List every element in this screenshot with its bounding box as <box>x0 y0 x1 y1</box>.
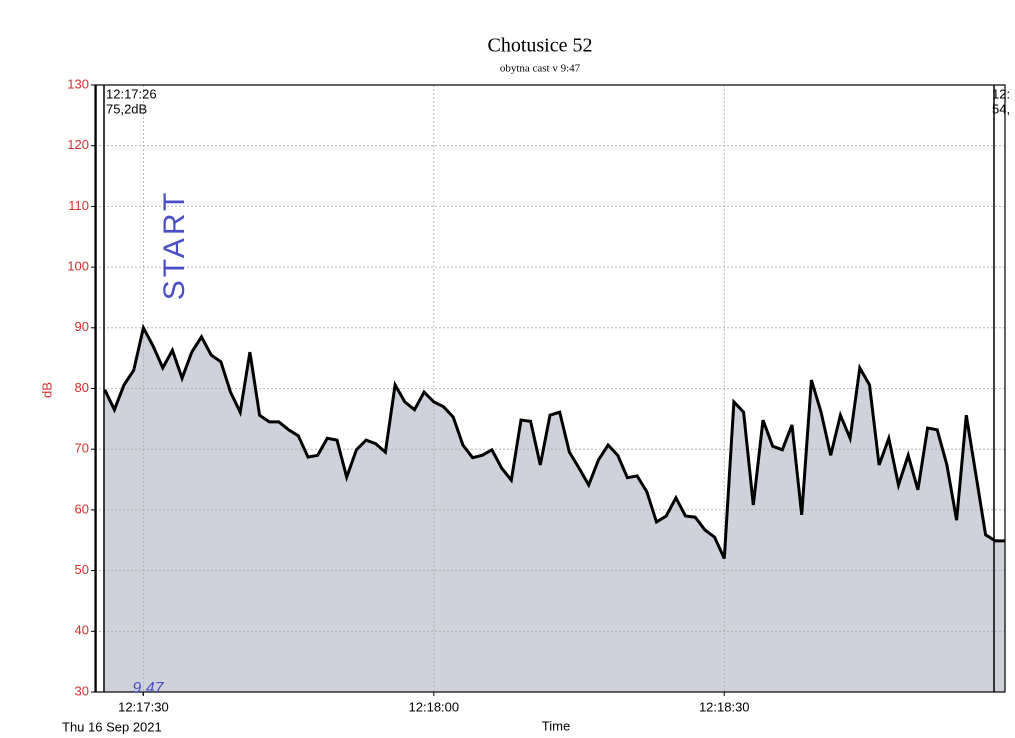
area-fill <box>104 327 1005 692</box>
handwritten-start: START <box>158 190 191 301</box>
y-tick-label: 60 <box>75 501 89 516</box>
x-axis-label: Time <box>542 718 570 733</box>
y-tick-label: 80 <box>75 380 89 395</box>
cursor2-time: 12: <box>992 86 1010 101</box>
chart-subtitle: obytna cast v 9:47 <box>500 63 581 75</box>
y-tick-label: 70 <box>75 441 89 456</box>
x-tick-label: 12:18:30 <box>699 699 750 714</box>
y-axis-label: dB <box>39 382 54 398</box>
plot-area <box>95 84 1005 693</box>
y-tick-label: 120 <box>67 137 89 152</box>
x-tick-label: 12:18:00 <box>409 699 460 714</box>
date-label: Thu 16 Sep 2021 <box>62 719 162 734</box>
chart-title: Chotusice 52 <box>488 35 593 57</box>
y-tick-label: 130 <box>67 76 89 91</box>
cursor-value: 75,2dB <box>106 101 147 116</box>
y-tick-label: 100 <box>67 259 89 274</box>
line <box>103 323 1005 560</box>
y-tick-label: 30 <box>75 683 89 698</box>
y-tick-label: 110 <box>68 198 89 213</box>
y-tick-label: 90 <box>75 319 89 334</box>
cursor2-value: 54, <box>992 101 1010 116</box>
y-tick-label: 50 <box>75 562 89 577</box>
x-tick-label: 12:17:30 <box>118 699 169 714</box>
cursor-time: 12:17:26 <box>106 86 157 101</box>
y-tick-label: 40 <box>75 623 89 638</box>
handwritten-time: 9,47 <box>132 680 164 697</box>
